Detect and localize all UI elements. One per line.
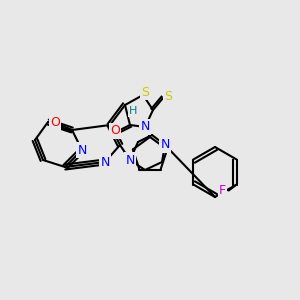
Text: S: S xyxy=(164,89,172,103)
Text: N: N xyxy=(160,139,170,152)
Text: H: H xyxy=(129,106,137,116)
Text: N: N xyxy=(77,143,87,157)
Text: O: O xyxy=(50,116,60,130)
Text: N: N xyxy=(140,121,150,134)
Text: N: N xyxy=(100,155,110,169)
Text: S: S xyxy=(141,85,149,98)
Text: O: O xyxy=(110,124,120,137)
Text: F: F xyxy=(219,184,226,197)
Text: N: N xyxy=(125,154,135,166)
